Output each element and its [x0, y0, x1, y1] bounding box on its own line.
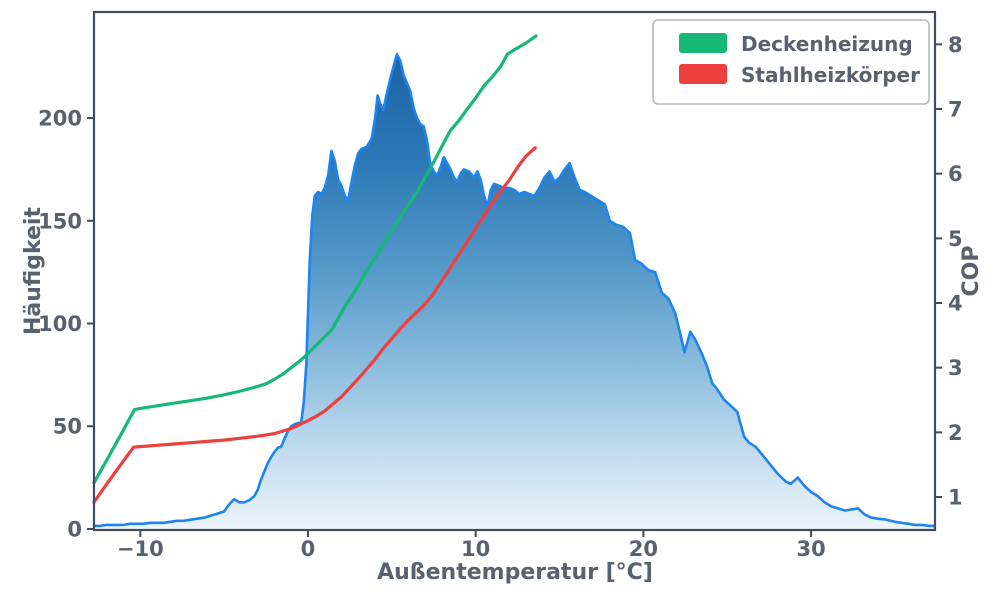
- x-tick-label: 10: [461, 537, 490, 561]
- legend-label-deckenheizung: Deckenheizung: [741, 32, 913, 56]
- legend-swatch-stahlheizkoerper-icon: [679, 64, 727, 84]
- right-y-tick-label: 1: [948, 486, 963, 510]
- plot-frame: [92, 10, 937, 532]
- x-axis-label: Außentemperatur [°C]: [377, 560, 653, 585]
- right-y-tick-label: 4: [948, 292, 963, 316]
- left-y-axis-label: Häufigkeit: [21, 207, 46, 335]
- legend-label-stahlheizkoerper: Stahlheizkörper: [741, 63, 920, 87]
- x-tick-label: 0: [301, 537, 316, 561]
- histogram-area: [94, 54, 935, 531]
- histogram-outline: [92, 53, 936, 528]
- left-y-tick-label: 0: [67, 517, 82, 541]
- legend-swatch-deckenheizung-icon: [679, 33, 727, 53]
- right-y-tick-label: 3: [948, 356, 963, 380]
- plot-area: −10 0 10 20 30 0 50 100 150 200 1 2 3 4 5 6 7 8: [38, 10, 963, 561]
- legend: Deckenheizung Stahlheizkörper: [652, 19, 930, 105]
- left-y-tick-label: 150: [38, 209, 82, 233]
- right-axis-ticks: 1 2 3 4 5 6 7 8: [935, 33, 963, 510]
- left-y-tick-label: 100: [38, 312, 82, 336]
- series-line-0: [92, 34, 538, 485]
- right-y-tick-label: 2: [948, 421, 963, 445]
- x-axis-ticks: −10 0 10 20 30: [117, 530, 826, 561]
- left-axis-ticks: 0 50 100 150 200: [38, 107, 94, 541]
- right-y-tick-label: 8: [948, 33, 963, 57]
- series-line-1: [92, 146, 537, 504]
- left-y-tick-label: 200: [38, 107, 82, 131]
- right-y-tick-label: 7: [948, 98, 963, 122]
- left-y-tick-label: 50: [53, 415, 82, 439]
- right-y-tick-label: 6: [948, 162, 963, 186]
- right-y-axis-label: COP: [959, 246, 984, 297]
- right-y-tick-label: 5: [948, 227, 963, 251]
- x-tick-label: 20: [629, 537, 658, 561]
- x-tick-label: −10: [117, 537, 164, 561]
- x-tick-label: 30: [796, 537, 825, 561]
